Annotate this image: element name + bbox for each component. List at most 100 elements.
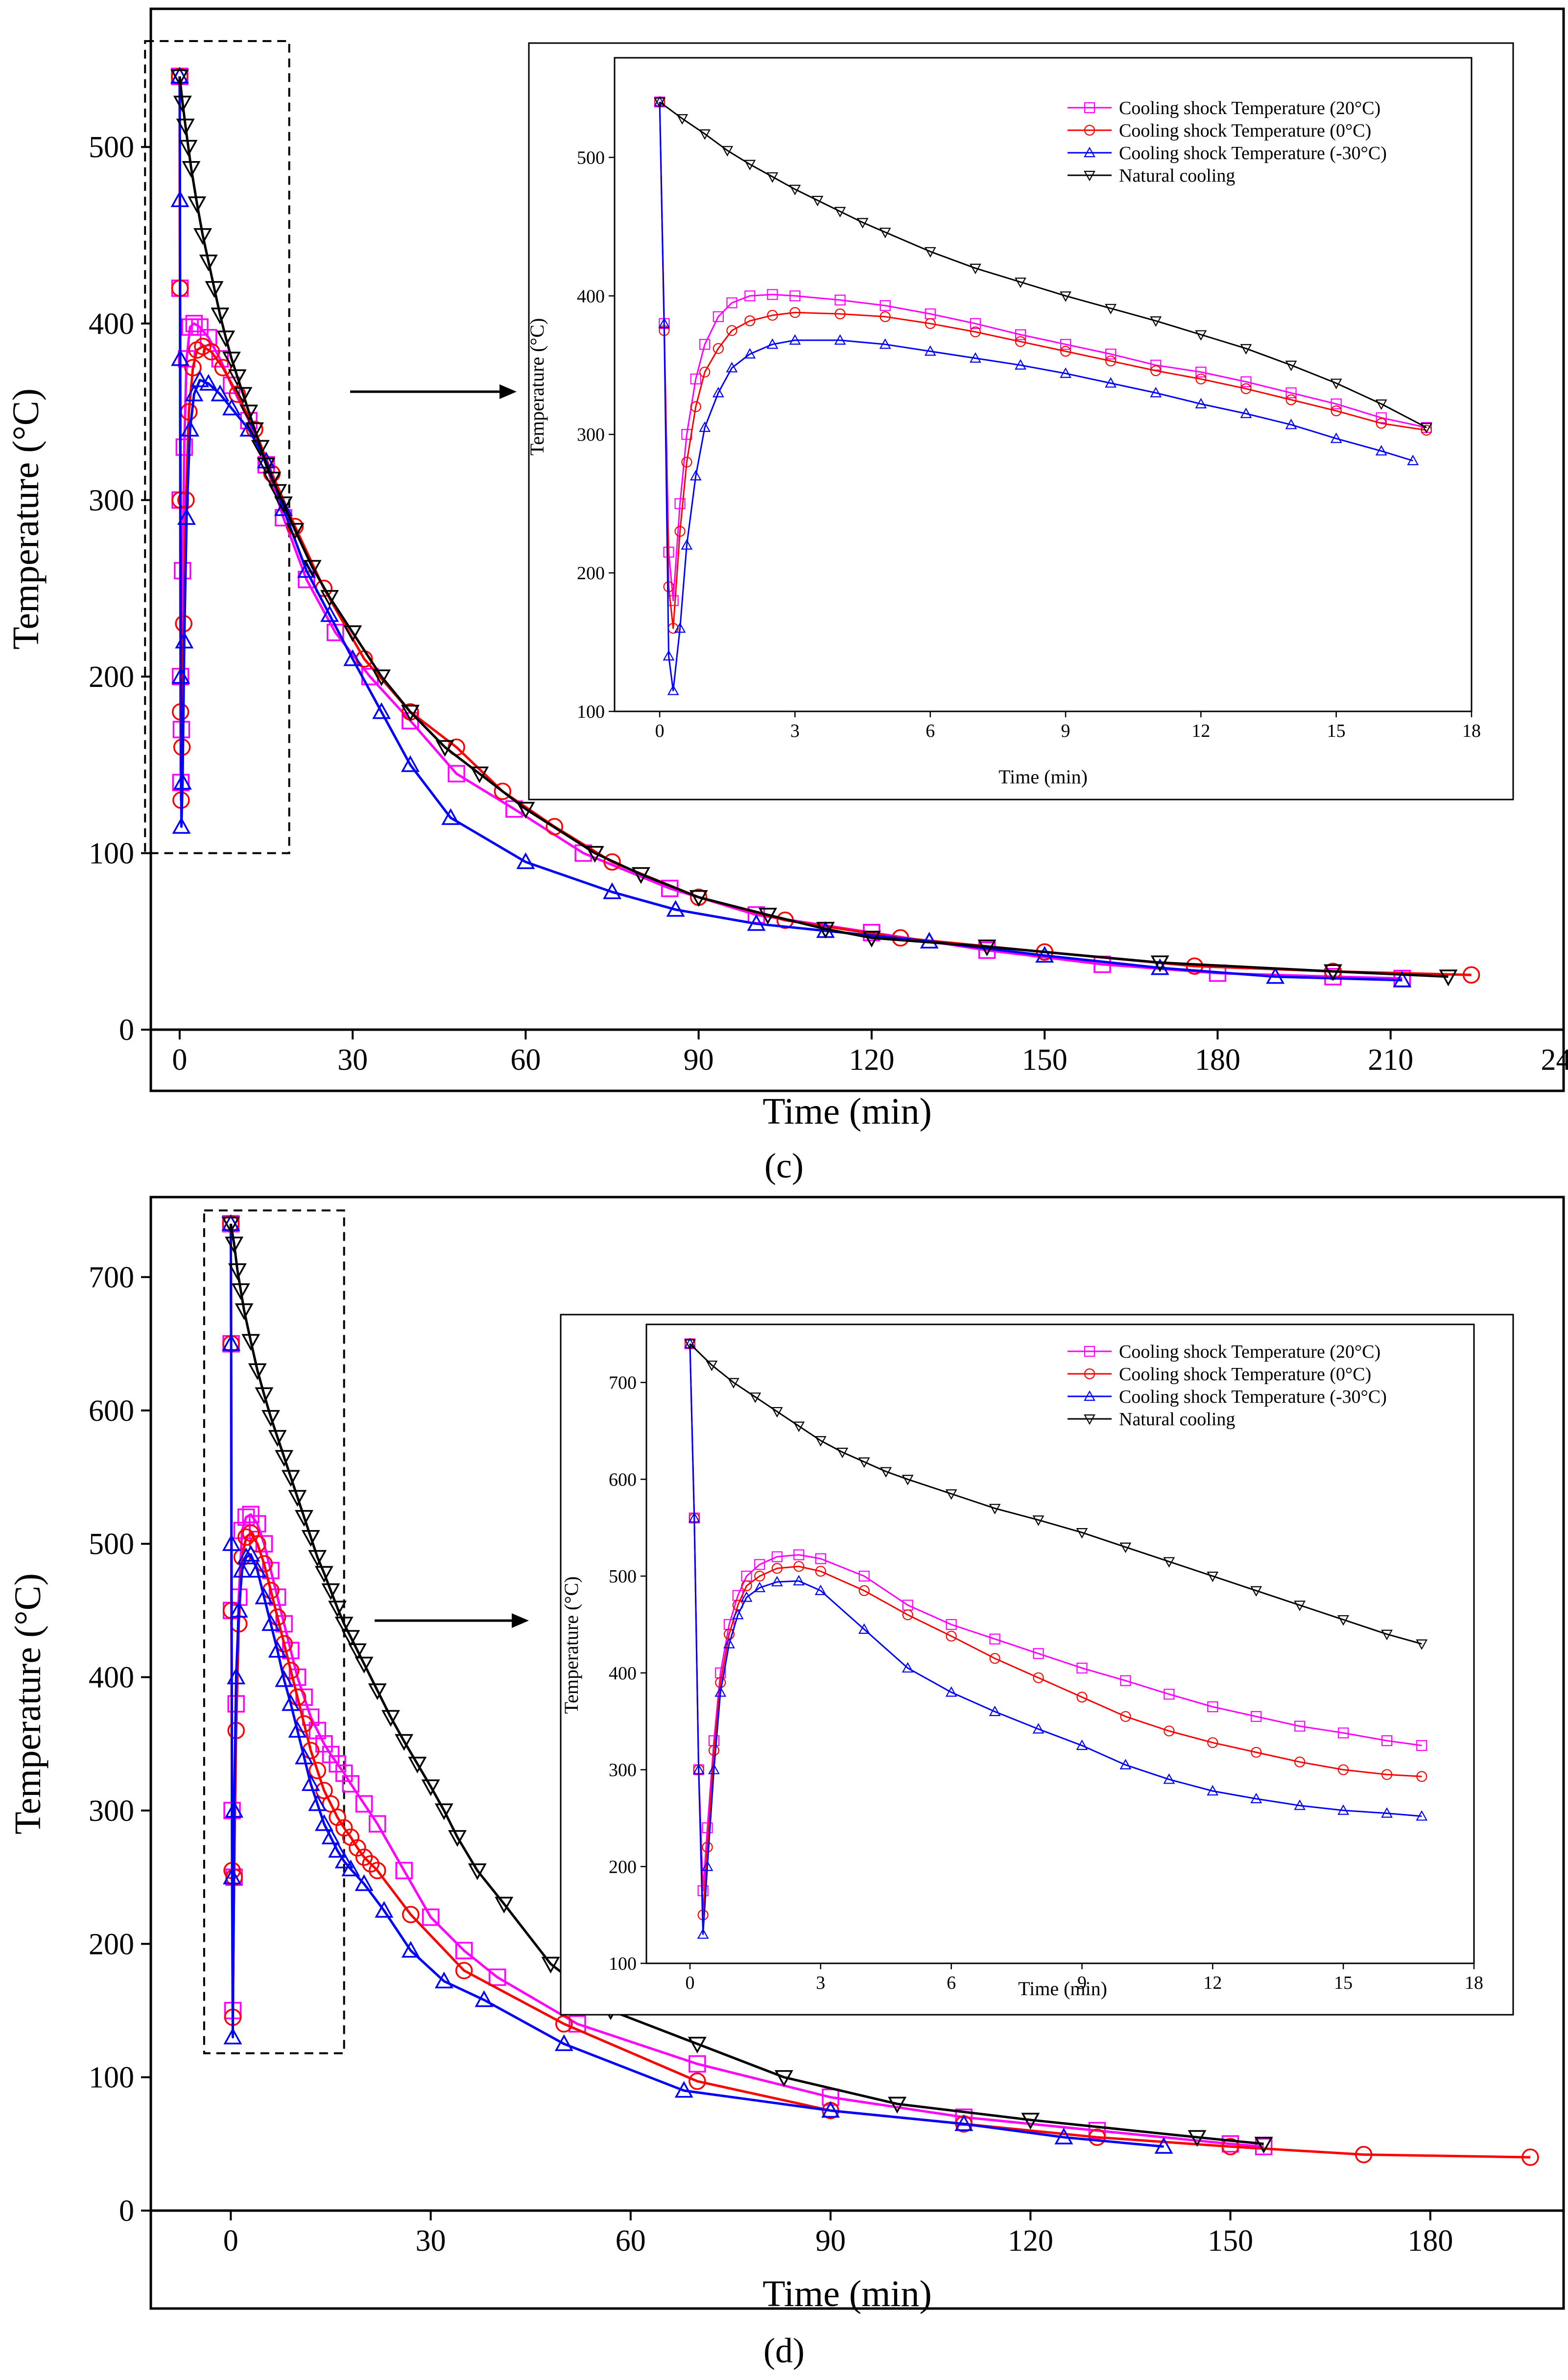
panel-d-inset-y-axis-label: Temperature (°C) bbox=[560, 1577, 582, 1714]
panel-d-inset-point-red bbox=[754, 1570, 765, 1582]
panel-d-inset-point-blue bbox=[1119, 1759, 1132, 1769]
panel-c-inset-point-red bbox=[1150, 365, 1162, 377]
panel-d-point-blue bbox=[375, 1901, 394, 1918]
panel-c-inset-point-red bbox=[674, 526, 686, 537]
panel-c-inset-plot-area bbox=[614, 57, 1473, 712]
panel-c-point-black bbox=[689, 890, 708, 907]
panel-c-inset-point-blue bbox=[1195, 398, 1207, 409]
panel-d-point-pink bbox=[689, 2055, 706, 2073]
panel-d-x-axis: 0 30 60 90 120 150 180 bbox=[223, 2211, 1453, 2258]
panel-c-inset-series-pink bbox=[654, 96, 1432, 606]
panel-d-x-tick-label: 0 bbox=[223, 2224, 238, 2258]
panel-d-inset-point-red bbox=[1120, 1711, 1131, 1722]
panel-d-inset-point-blue bbox=[688, 1512, 700, 1523]
panel-d-point-blue bbox=[434, 1971, 453, 1989]
panel-d-inset-point-red bbox=[708, 1744, 719, 1756]
panel-c-inset-point-red bbox=[1285, 394, 1297, 405]
panel-c-inset-x-tick-label: 9 bbox=[1061, 721, 1070, 741]
panel-d-point-black bbox=[225, 1236, 244, 1253]
panel-c-inset-y-tick-label: 500 bbox=[577, 147, 605, 168]
panel-c-inset-point-blue bbox=[969, 352, 981, 363]
panel-c-point-blue bbox=[1266, 967, 1285, 984]
panel-c-inset-point-pink bbox=[1330, 398, 1342, 410]
panel-d-label: (d) bbox=[763, 2331, 805, 2370]
panel-d-point-pink bbox=[1255, 2138, 1273, 2156]
panel-d-x-axis-label: Time (min) bbox=[762, 2273, 932, 2314]
panel-c-inset-point-blue bbox=[1060, 367, 1071, 378]
panel-d-y-tick-label: 700 bbox=[89, 1261, 134, 1294]
panel-c-point-blue bbox=[171, 667, 190, 684]
panel-c-point-blue bbox=[343, 649, 362, 666]
panel-d-inset-point-pink bbox=[1120, 1675, 1131, 1686]
panel-c-point-red bbox=[184, 359, 202, 377]
panel-d-inset-point-black bbox=[1381, 1629, 1393, 1640]
panel-d-inset-point-pink bbox=[1294, 1720, 1306, 1732]
panel-c-inset-point-pink bbox=[970, 318, 981, 330]
panel-c-inset-point-red bbox=[1330, 405, 1342, 417]
panel-c-inset-legend: Cooling shock Temperature (20°C) Cooling … bbox=[1068, 98, 1387, 186]
panel-c-x-tick-label: 90 bbox=[684, 1043, 714, 1077]
panel-d-point-red bbox=[368, 1862, 386, 1880]
panel-c-y-axis-label: Temperature (°C) bbox=[5, 388, 47, 650]
panel-c-point-black bbox=[234, 387, 253, 404]
panel-d-inset-point-blue bbox=[1076, 1739, 1088, 1750]
panel-c-inset-legend-label: Natural cooling bbox=[1119, 165, 1235, 186]
panel-d-inset-point-red bbox=[1381, 1769, 1393, 1780]
panel-d-inset-point-red bbox=[793, 1561, 805, 1572]
panel-c-point-red bbox=[228, 385, 246, 403]
panel-c-inset-point-black bbox=[1240, 344, 1252, 355]
panel-d-point-black bbox=[275, 1450, 294, 1467]
panel-c-inset-point-black bbox=[1330, 378, 1342, 389]
panel-d-point-black bbox=[321, 1583, 340, 1601]
panel-c-inset-point-blue bbox=[879, 338, 891, 349]
panel-c-inset-point-black bbox=[1060, 291, 1071, 302]
panel-c-point-black bbox=[170, 69, 189, 86]
panel-d-y-axis-label: Temperature (°C) bbox=[7, 1573, 48, 1835]
panel-d-point-blue bbox=[237, 1547, 256, 1564]
panel-d-point-blue bbox=[475, 1990, 494, 2007]
panel-c-label: (c) bbox=[764, 1146, 804, 1185]
panel-c-inset-point-pink bbox=[726, 297, 737, 308]
panel-c-inset-legend-label: Cooling shock Temperature (-30°C) bbox=[1119, 143, 1387, 164]
panel-d-x-tick-label: 150 bbox=[1208, 2224, 1253, 2258]
panel-c-point-black bbox=[372, 669, 391, 686]
panel-d-point-black bbox=[328, 1601, 347, 1618]
panel-c-point-red bbox=[494, 782, 512, 801]
panel-d-point-pink bbox=[262, 1561, 280, 1579]
panel-d-inset-point-blue bbox=[754, 1581, 766, 1592]
panel-d-x-tick-label: 90 bbox=[815, 2224, 846, 2258]
panel-c-inset-point-red bbox=[744, 315, 756, 327]
panel-c-inset-point-blue bbox=[658, 317, 670, 329]
panel-d-inset-series-pink bbox=[684, 1338, 1427, 1896]
panel-d-inset-point-red bbox=[946, 1630, 957, 1642]
panel-d-point-black bbox=[281, 1470, 300, 1487]
panel-d-series-blue bbox=[221, 1214, 1173, 2154]
panel-c-point-black bbox=[1324, 964, 1342, 981]
panel-c-point-blue bbox=[1393, 970, 1412, 988]
panel-c-point-blue bbox=[222, 399, 241, 416]
panel-d-point-red bbox=[1354, 2145, 1373, 2164]
panel-d-inset-y-tick-label: 100 bbox=[609, 1954, 637, 1974]
panel-d-point-black bbox=[261, 1410, 280, 1427]
panel-d-inset-point-pink bbox=[771, 1551, 783, 1562]
panel-c-inset-point-red bbox=[681, 456, 692, 468]
panel-c-inset-point-pink bbox=[1105, 349, 1117, 360]
panel-c-inset-series-group bbox=[654, 96, 1432, 695]
panel-c-point-pink bbox=[1324, 968, 1342, 986]
panel-c-point-black bbox=[228, 369, 247, 386]
panel-c-point-black bbox=[285, 523, 305, 540]
panel-c-inset-y-tick-label: 300 bbox=[577, 424, 605, 445]
panel-d-inset-point-red bbox=[1338, 1764, 1349, 1775]
panel-c-inset-point-pink bbox=[690, 373, 701, 385]
panel-d-point-pink bbox=[242, 1506, 260, 1523]
panel-d-x-tick-label: 30 bbox=[416, 2224, 446, 2258]
panel-d-point-black bbox=[888, 2097, 907, 2114]
panel-c-point-blue bbox=[516, 852, 535, 870]
panel-c-inset-legend-label: Cooling shock Temperature (20°C) bbox=[1119, 98, 1380, 118]
panel-c-point-red bbox=[1462, 966, 1480, 984]
panel-d-point-blue bbox=[229, 1601, 248, 1618]
panel-d-inset-plot-area bbox=[645, 1323, 1475, 1964]
panel-d-point-blue bbox=[341, 1860, 360, 1877]
panel-d-point-red bbox=[689, 2073, 706, 2090]
